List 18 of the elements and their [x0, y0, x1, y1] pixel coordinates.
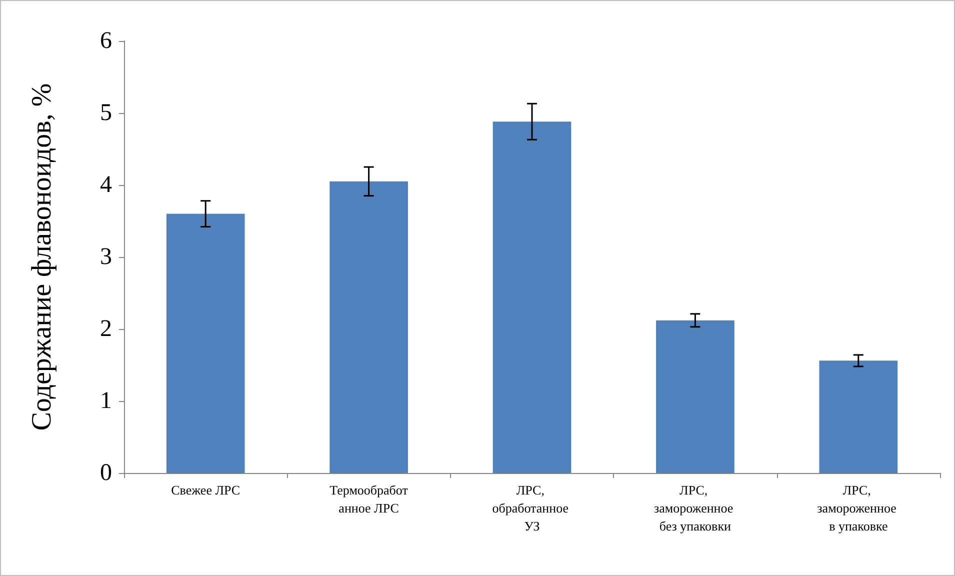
x-tick-label: Термообработанное ЛРС [330, 482, 408, 516]
y-tick-label: 0 [100, 460, 112, 486]
x-tick-label: Свежее ЛРС [171, 482, 240, 498]
y-tick-label: 5 [100, 100, 112, 126]
bar [166, 214, 245, 473]
y-axis-title: Содержание флавоноидов, % [26, 83, 58, 431]
y-tick-label: 2 [100, 316, 112, 342]
bar [656, 320, 734, 473]
bar [330, 181, 408, 473]
bar [819, 360, 898, 473]
y-tick-label: 4 [100, 172, 112, 198]
y-tick-label: 6 [100, 28, 112, 54]
y-tick-label: 1 [100, 388, 112, 414]
x-tick-label: ЛРС, замороженное без упаковки [654, 482, 736, 534]
y-tick-label: 3 [100, 244, 112, 270]
x-tick-label: ЛРС, замороженное в упаковке [817, 482, 900, 534]
bar [492, 122, 572, 473]
x-tick-label: ЛРС, обработанное УЗ [492, 482, 572, 534]
